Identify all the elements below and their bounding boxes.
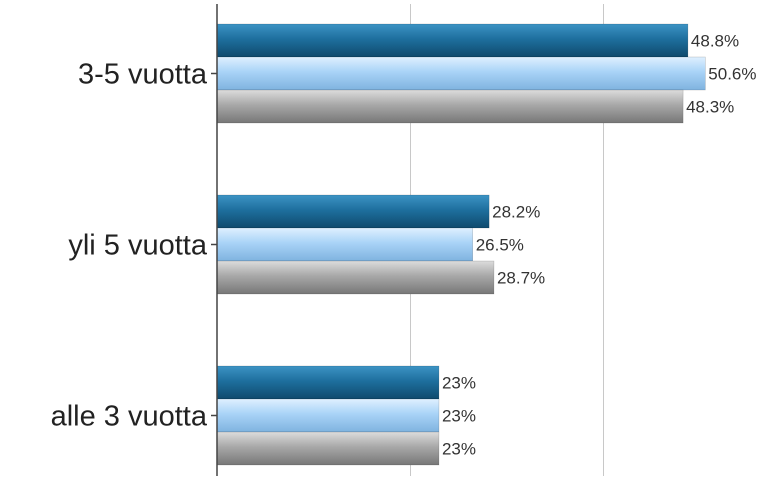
bar	[216, 398, 440, 433]
data-label: 28.7%	[497, 269, 545, 288]
bar	[216, 365, 440, 400]
data-label: 50.6%	[708, 65, 756, 84]
axes	[211, 4, 218, 476]
category-label: 3-5 vuotta	[78, 59, 208, 91]
data-label: 23%	[442, 374, 476, 393]
data-label: 23%	[442, 407, 476, 426]
bar	[216, 227, 473, 262]
data-label: 48.3%	[686, 98, 734, 117]
category-label: alle 3 vuotta	[51, 401, 208, 433]
bar	[216, 431, 440, 466]
bar	[216, 89, 684, 124]
data-label: 48.8%	[691, 32, 739, 51]
data-label: 26.5%	[476, 236, 524, 255]
data-label: 28.2%	[492, 203, 540, 222]
bar	[216, 56, 706, 91]
data-label: 23%	[442, 440, 476, 459]
bar	[216, 194, 490, 229]
bar	[216, 23, 689, 58]
labels: 48.8% 50.6% 48.3% 3-5 vuotta 28.2% 26.5% 28.7%…	[51, 32, 757, 459]
bar	[216, 260, 495, 295]
category-label: yli 5 vuotta	[68, 230, 207, 262]
bars	[216, 23, 706, 466]
